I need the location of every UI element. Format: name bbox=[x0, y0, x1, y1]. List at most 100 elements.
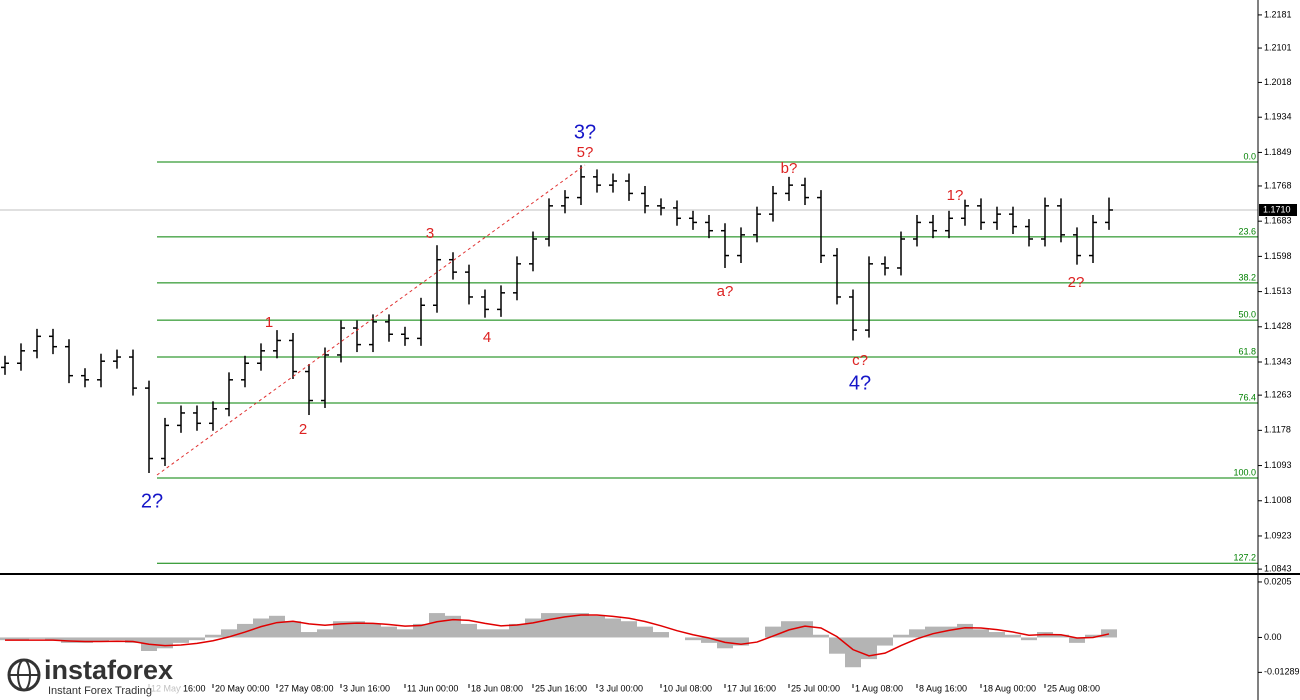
macd-histogram-bar bbox=[445, 615, 461, 638]
macd-histogram-bar bbox=[381, 626, 397, 638]
macd-histogram-bar bbox=[461, 623, 477, 638]
macd-histogram-bar bbox=[1005, 634, 1021, 638]
fib-level-label: 61.8 bbox=[1238, 346, 1256, 356]
y-tick-label: 1.1934 bbox=[1264, 112, 1292, 122]
macd-histogram-bar bbox=[397, 629, 413, 638]
x-tick-label: 8 Aug 16:00 bbox=[919, 683, 967, 693]
macd-histogram-bar bbox=[957, 623, 973, 638]
macd-histogram-bar bbox=[413, 623, 429, 638]
macd-histogram-bar bbox=[237, 623, 253, 638]
wave-label: c? bbox=[852, 352, 868, 369]
x-tick-label: 25 Jun 16:00 bbox=[535, 683, 587, 693]
macd-histogram-bar bbox=[317, 629, 333, 638]
x-tick-label: 25 Jul 00:00 bbox=[791, 683, 840, 693]
macd-histogram-bar bbox=[813, 634, 829, 638]
macd-histogram-bar bbox=[349, 621, 365, 638]
macd-histogram-bar bbox=[29, 637, 45, 639]
fib-level-label: 38.2 bbox=[1238, 272, 1256, 282]
wave-label: a? bbox=[717, 283, 734, 300]
y-tick-label: 1.2101 bbox=[1264, 42, 1292, 52]
x-tick-label: 1 Aug 08:00 bbox=[855, 683, 903, 693]
macd-histogram-bar bbox=[365, 623, 381, 638]
macd-histogram-bar bbox=[45, 637, 61, 641]
x-tick-label: 10 Jul 08:00 bbox=[663, 683, 712, 693]
macd-histogram-bar bbox=[925, 626, 941, 638]
macd-histogram-bar bbox=[477, 629, 493, 638]
macd-histogram-bar bbox=[0, 637, 13, 641]
macd-histogram-bar bbox=[589, 615, 605, 638]
x-tick-label: 27 May 08:00 bbox=[279, 683, 334, 693]
macd-histogram-bar bbox=[77, 637, 93, 643]
macd-histogram-bar bbox=[269, 615, 285, 638]
y-tick-label: 1.1683 bbox=[1264, 216, 1292, 226]
y-tick-label: 1.0923 bbox=[1264, 530, 1292, 540]
macd-histogram-bar bbox=[989, 632, 1005, 638]
macd-histogram-bar bbox=[685, 637, 701, 641]
y-tick-label: 1.1513 bbox=[1264, 286, 1292, 296]
wave-label: 3 bbox=[426, 225, 434, 242]
fib-level-label: 23.6 bbox=[1238, 226, 1256, 236]
wave-label: 2? bbox=[141, 490, 163, 512]
macd-histogram-bar bbox=[541, 613, 557, 638]
macd-histogram-bar bbox=[845, 637, 861, 668]
macd-histogram-bar bbox=[637, 626, 653, 638]
price-panel: 1.2181 1.2101 1.2018 1.1934 1.1849 1.1768 1.16… bbox=[0, 9, 1300, 693]
macd-histogram-bar bbox=[157, 637, 173, 649]
macd-histogram-bar bbox=[109, 637, 125, 641]
macd-histogram-bar bbox=[1053, 634, 1069, 638]
wave-label: 2? bbox=[1068, 274, 1085, 291]
logo: instaforex Instant Forex Trading bbox=[0, 655, 180, 700]
macd-histogram-bar bbox=[429, 613, 445, 638]
macd-histogram-bar bbox=[93, 637, 109, 642]
macd-signal-line bbox=[5, 614, 1110, 657]
fib-trendline bbox=[156, 164, 586, 476]
macd-histogram-bar bbox=[877, 637, 893, 646]
indicator-tick-label: 0.0205 bbox=[1264, 576, 1292, 586]
logo-brand: instaforex bbox=[44, 655, 173, 685]
x-tick-label: 3 Jul 00:00 bbox=[599, 683, 643, 693]
macd-histogram-bar bbox=[1101, 629, 1117, 638]
macd-histogram-bar bbox=[653, 632, 669, 638]
macd-histogram-bar bbox=[941, 626, 957, 638]
y-tick-label: 1.1598 bbox=[1264, 251, 1292, 261]
y-tick-label: 1.1343 bbox=[1264, 356, 1292, 366]
macd-histogram-bar bbox=[13, 637, 29, 641]
fib-level-label: 100.0 bbox=[1233, 467, 1256, 477]
macd-histogram-bar bbox=[1021, 637, 1037, 641]
y-tick-label: 1.1768 bbox=[1264, 180, 1292, 190]
y-tick-label: 1.1008 bbox=[1264, 495, 1292, 505]
y-tick-label: 1.1178 bbox=[1264, 425, 1291, 435]
fib-level-label: 127.2 bbox=[1233, 553, 1256, 563]
y-tick-label: 1.1428 bbox=[1264, 321, 1292, 331]
macd-histogram-bar bbox=[205, 634, 221, 638]
macd-histogram-bar bbox=[61, 637, 77, 643]
macd-histogram-bar bbox=[973, 629, 989, 638]
wave-label: b? bbox=[781, 160, 798, 177]
macd-histogram-bar bbox=[253, 618, 269, 638]
macd-histogram-bar bbox=[733, 637, 749, 646]
y-tick-label: 1.0843 bbox=[1264, 563, 1292, 573]
macd-histogram-bar bbox=[557, 613, 573, 638]
macd-histogram-bar bbox=[125, 637, 141, 643]
wave-label: 3? bbox=[574, 121, 596, 143]
macd-histogram-bar bbox=[1085, 634, 1101, 638]
logo-tagline: Instant Forex Trading bbox=[48, 685, 152, 697]
y-tick-label: 1.2018 bbox=[1264, 77, 1292, 87]
macd-histogram-bar bbox=[893, 634, 909, 638]
macd-histogram-bar bbox=[909, 629, 925, 638]
x-tick-label: 18 Jun 08:00 bbox=[471, 683, 523, 693]
macd-histogram-bar bbox=[765, 626, 781, 638]
macd-histogram-bar bbox=[621, 621, 637, 638]
x-tick-label: 3 Jun 16:00 bbox=[343, 683, 390, 693]
macd-histogram-bar bbox=[1069, 637, 1085, 643]
wave-label: 2 bbox=[299, 421, 307, 438]
macd-histogram-bar bbox=[285, 621, 301, 638]
macd-histogram-bar bbox=[333, 621, 349, 638]
macd-histogram-bar bbox=[829, 637, 845, 654]
wave-label: 4? bbox=[849, 372, 871, 394]
macd-histogram-bar bbox=[605, 618, 621, 638]
indicator-tick-label: -0.01289 bbox=[1264, 667, 1300, 677]
macd-histogram-bar bbox=[301, 632, 317, 638]
